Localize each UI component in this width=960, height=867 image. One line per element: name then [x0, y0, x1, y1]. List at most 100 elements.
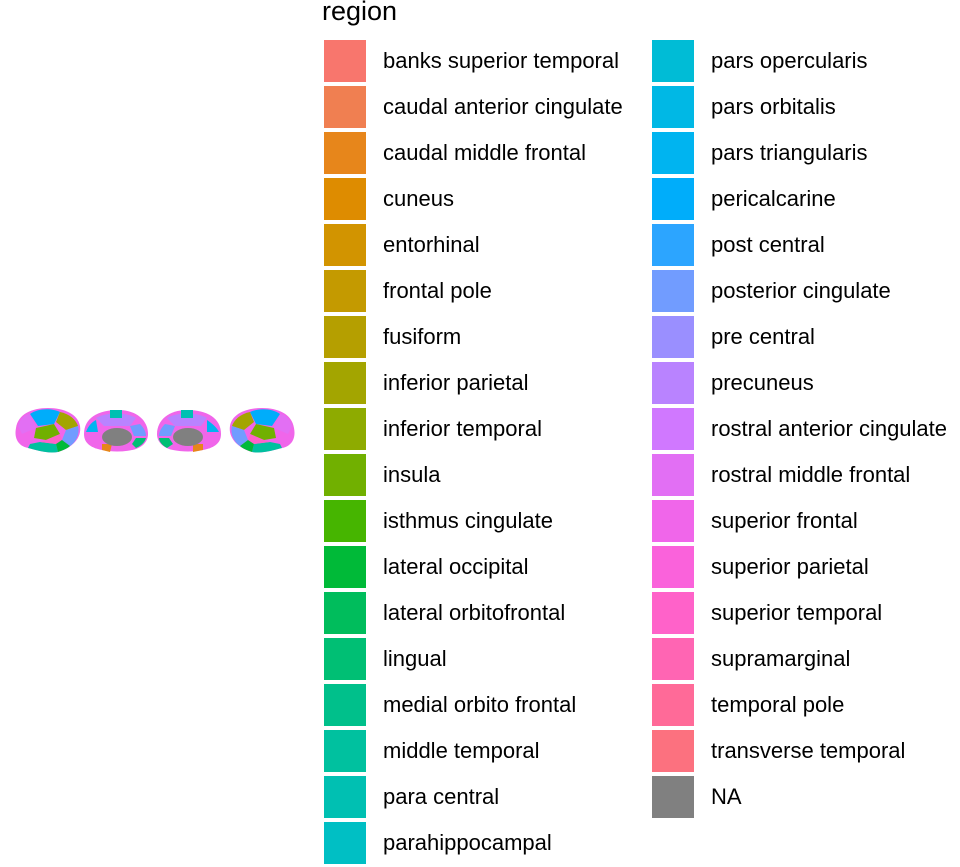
- brain-atlas-plot: [15, 408, 295, 453]
- legend-color-swatch: [324, 500, 366, 542]
- legend-item: cuneus: [323, 177, 643, 223]
- brain-region: [159, 438, 173, 448]
- legend-color-swatch: [652, 684, 694, 726]
- brain-left-medial: [84, 410, 148, 452]
- legend-item: supramarginal: [651, 637, 960, 683]
- legend-color-swatch: [324, 132, 366, 174]
- legend-item: precuneus: [651, 361, 960, 407]
- legend-item: rostral middle frontal: [651, 453, 960, 499]
- legend-color-swatch: [324, 730, 366, 772]
- legend-item: banks superior temporal: [323, 39, 643, 85]
- legend-label: inferior parietal: [383, 370, 529, 395]
- legend-color-swatch: [324, 638, 366, 680]
- legend-color-swatch: [652, 592, 694, 634]
- brain-region: [181, 410, 193, 418]
- legend-color-swatch: [324, 592, 366, 634]
- legend-item: insula: [323, 453, 643, 499]
- brain-region: [207, 420, 219, 432]
- legend-item: post central: [651, 223, 960, 269]
- brain-region: [28, 442, 58, 453]
- legend-color-swatch: [652, 638, 694, 680]
- brain-region: [86, 420, 98, 432]
- legend-color-swatch: [324, 408, 366, 450]
- legend-label: pre central: [711, 324, 815, 349]
- legend-title: region: [322, 0, 398, 26]
- brain-region: [248, 434, 270, 444]
- legend-label: posterior cingulate: [711, 278, 891, 303]
- brain-region: [18, 414, 36, 434]
- brain-right-medial: [157, 410, 221, 452]
- brain-region: [56, 440, 70, 452]
- legend-label: caudal middle frontal: [383, 140, 587, 165]
- legend-item: pars orbitalis: [651, 85, 960, 131]
- brain-region: [132, 438, 146, 448]
- legend-item: caudal anterior cingulate: [323, 85, 643, 131]
- legend-label: insula: [383, 462, 441, 487]
- brain-region: [193, 444, 203, 452]
- brain-region: [110, 410, 122, 418]
- brain-region: [252, 442, 282, 453]
- legend-label: pars opercularis: [711, 48, 868, 73]
- brain-left-lateral: [15, 408, 81, 453]
- legend-label: lateral occipital: [383, 554, 529, 579]
- legend-label: NA: [711, 784, 742, 809]
- brain-region: [30, 409, 60, 426]
- legend-label: rostral anterior cingulate: [711, 416, 948, 441]
- brain-region: [40, 434, 62, 444]
- legend-item: pericalcarine: [651, 177, 960, 223]
- legend-color-swatch: [652, 270, 694, 312]
- legend-color-swatch: [652, 546, 694, 588]
- legend-color-swatch: [324, 362, 366, 404]
- legend-item: para central: [323, 775, 643, 821]
- legend-label: pericalcarine: [711, 186, 836, 211]
- legend-label: cuneus: [383, 186, 454, 211]
- legend-item: inferior temporal: [323, 407, 643, 453]
- legend-item: pars triangularis: [651, 131, 960, 177]
- legend-color-swatch: [324, 684, 366, 726]
- legend-item: middle temporal: [323, 729, 643, 775]
- legend-color-swatch: [324, 776, 366, 818]
- legend-label: parahippocampal: [383, 830, 552, 855]
- legend-label: fusiform: [383, 324, 462, 349]
- legend-label: isthmus cingulate: [383, 508, 553, 533]
- legend-label: inferior temporal: [383, 416, 542, 441]
- legend-color-swatch: [652, 362, 694, 404]
- brain-region: [102, 428, 132, 446]
- brain-region: [62, 426, 79, 446]
- legend-item: superior parietal: [651, 545, 960, 591]
- legend-item: rostral anterior cingulate: [651, 407, 960, 453]
- legend-label: superior parietal: [711, 554, 869, 579]
- legend-color-swatch: [324, 224, 366, 266]
- legend-label: caudal anterior cingulate: [383, 94, 623, 119]
- legend-label: lateral orbitofrontal: [383, 600, 566, 625]
- legend-color-swatch: [324, 86, 366, 128]
- legend-item: parahippocampal: [323, 821, 643, 867]
- legend-label: temporal pole: [711, 692, 845, 717]
- brain-region: [167, 413, 207, 426]
- legend-item: lateral orbitofrontal: [323, 591, 643, 637]
- legend-color-swatch: [652, 86, 694, 128]
- legend-label: post central: [711, 232, 825, 257]
- brain-region: [231, 426, 248, 446]
- legend-color-swatch: [652, 776, 694, 818]
- legend-item: pars opercularis: [651, 39, 960, 85]
- brain-region: [240, 440, 254, 452]
- legend-label: supramarginal: [711, 646, 851, 671]
- legend-label: pars triangularis: [711, 140, 868, 165]
- legend-item: pre central: [651, 315, 960, 361]
- legend-color-swatch: [652, 454, 694, 496]
- legend-item: frontal pole: [323, 269, 643, 315]
- legend-color-swatch: [324, 178, 366, 220]
- legend-color-swatch: [324, 546, 366, 588]
- legend-item: isthmus cingulate: [323, 499, 643, 545]
- legend-color-swatch: [324, 40, 366, 82]
- brain-region: [232, 412, 254, 430]
- legend-item: medial orbito frontal: [323, 683, 643, 729]
- legend-item: transverse temporal: [651, 729, 960, 775]
- brain-region: [250, 424, 276, 440]
- legend-item: posterior cingulate: [651, 269, 960, 315]
- legend-label: transverse temporal: [711, 738, 906, 763]
- legend-label: medial orbito frontal: [383, 692, 577, 717]
- legend-column: banks superior temporal caudal anterior c…: [323, 39, 643, 867]
- legend-color-swatch: [652, 132, 694, 174]
